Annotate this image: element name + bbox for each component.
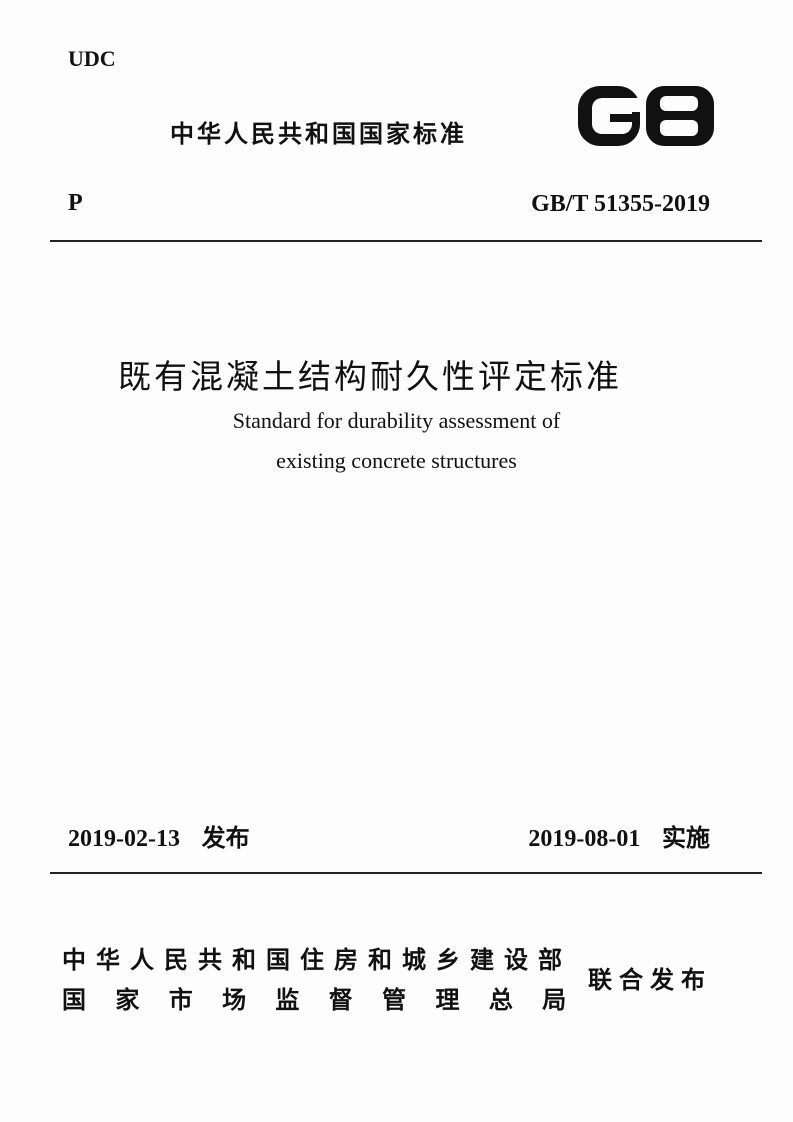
top-divider	[50, 240, 762, 242]
udc-label: UDC	[68, 46, 116, 71]
gb-logo	[578, 86, 714, 146]
title-english-line2: existing concrete structures	[276, 448, 517, 473]
category-letter: P	[68, 190, 83, 216]
joint-issue-label: 联合发布	[588, 966, 712, 994]
title-english-line1: Standard for durability assessment of	[232, 408, 561, 433]
standard-type: 中华人民共和国国家标准	[170, 120, 467, 148]
issuer-line1: 中华人民共和国住房和城乡建设部	[62, 946, 572, 974]
effective-label: 实施	[662, 824, 710, 852]
effective-info: 2019-08-01 实施	[528, 818, 710, 853]
issue-info: 2019-02-13 发布	[68, 818, 250, 853]
bottom-divider	[50, 872, 762, 874]
title-chinese: 既有混凝土结构耐久性评定标准	[118, 357, 622, 396]
standard-code: GB/T 51355-2019	[531, 191, 710, 217]
issuer-line2: 国 家 市 场 监 督 管 理 总 局	[62, 986, 577, 1014]
effective-date: 2019-08-01	[528, 826, 641, 852]
issue-label: 发布	[201, 824, 250, 852]
issue-date: 2019-02-13	[68, 826, 180, 852]
